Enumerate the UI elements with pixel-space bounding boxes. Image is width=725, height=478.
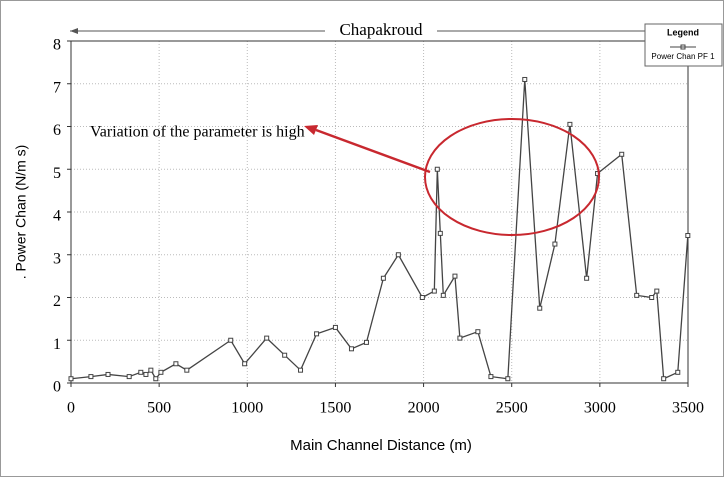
data-point — [173, 361, 179, 367]
data-point — [105, 371, 111, 377]
data-point — [395, 252, 401, 258]
y-tick-label: 1 — [53, 336, 61, 353]
data-point — [437, 230, 443, 236]
data-point — [584, 275, 590, 281]
data-point — [228, 337, 234, 343]
x-tick-label: 1000 — [231, 400, 263, 417]
y-tick-label: 3 — [53, 250, 61, 267]
data-point — [264, 335, 270, 341]
data-point — [537, 305, 543, 311]
x-tick-label: 1500 — [319, 400, 351, 417]
data-point — [68, 376, 74, 382]
data-point — [431, 288, 437, 294]
data-point — [457, 335, 463, 341]
x-tick-label: 3000 — [584, 400, 616, 417]
title-arrow — [70, 28, 78, 34]
data-point — [552, 241, 558, 247]
data-point — [488, 374, 494, 380]
x-tick-label: 2500 — [496, 400, 528, 417]
data-point — [143, 371, 149, 377]
data-point — [475, 329, 481, 335]
data-point — [153, 376, 159, 382]
y-tick-label: 5 — [53, 165, 61, 182]
data-point — [419, 295, 425, 300]
data-point — [88, 374, 94, 380]
annotation-arrowhead — [304, 125, 318, 135]
data-point — [138, 369, 144, 375]
data-point — [654, 288, 660, 294]
data-point — [184, 367, 190, 373]
data-point — [282, 352, 288, 358]
data-point — [661, 376, 667, 382]
x-tick-label: 500 — [147, 400, 171, 417]
y-tick-label: 6 — [53, 122, 61, 139]
annotation-arrow — [315, 128, 431, 174]
data-point — [314, 331, 320, 337]
annotation: Variation of the parameter is high — [90, 124, 305, 141]
x-tick-label: 2000 — [408, 400, 440, 417]
data-point — [332, 324, 338, 330]
chart-title: Chapakroud — [339, 20, 423, 39]
data-point — [158, 369, 164, 375]
x-tick-label: 0 — [67, 400, 75, 417]
legend: Legend Power Chan PF 1 — [644, 23, 723, 67]
y-tick-label: 7 — [53, 79, 61, 96]
legend-marker — [680, 44, 686, 50]
data-point — [298, 367, 304, 373]
y-tick-label: 2 — [53, 293, 61, 310]
data-point — [148, 367, 154, 373]
data-point — [649, 295, 655, 300]
y-tick-label: 8 — [53, 37, 61, 54]
x-tick-label: 3500 — [672, 400, 704, 417]
legend-title: Legend — [667, 27, 699, 37]
data-point — [348, 346, 354, 352]
legend-label: Power Chan PF 1 — [651, 52, 715, 61]
data-point — [505, 376, 511, 382]
data-point — [440, 292, 446, 298]
highlight-ellipse — [424, 118, 600, 236]
y-axis-label: . Power Chan (N/m s) — [13, 145, 29, 280]
data-point — [634, 292, 640, 298]
data-point — [675, 369, 681, 375]
data-point — [567, 121, 573, 127]
plot-border — [70, 40, 689, 384]
data-point — [242, 361, 248, 367]
data-point — [363, 339, 369, 345]
data-point — [452, 273, 458, 279]
x-axis-label: Main Channel Distance (m) — [290, 437, 472, 454]
y-tick-label: 0 — [53, 379, 61, 396]
data-point — [522, 76, 528, 82]
data-point — [434, 166, 440, 172]
y-tick-label: 4 — [53, 208, 61, 225]
data-point — [619, 151, 625, 157]
data-point — [380, 275, 386, 281]
data-point — [126, 374, 132, 380]
data-point — [685, 233, 691, 239]
